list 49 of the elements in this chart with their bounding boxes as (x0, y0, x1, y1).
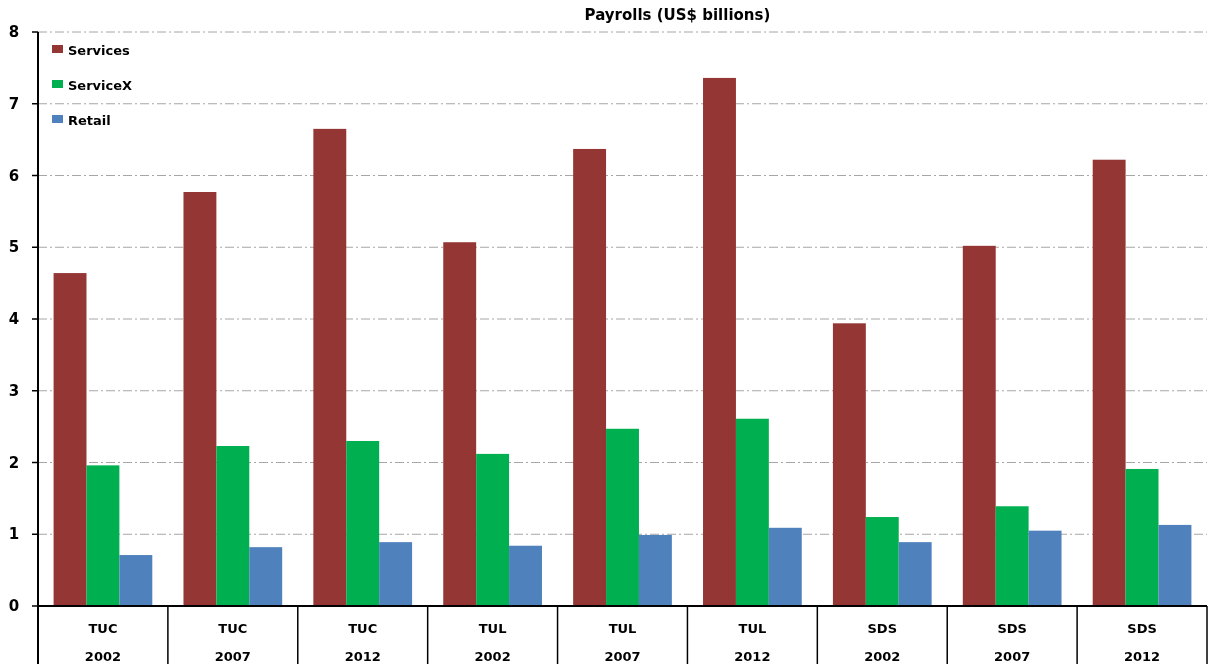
bar (86, 465, 120, 606)
y-tick-label: 7 (8, 94, 20, 113)
bar (606, 428, 639, 606)
x-tick-label: SDS 2007 (994, 621, 1031, 664)
x-tick-label: TUL 2012 (734, 621, 771, 664)
bar (1125, 468, 1159, 606)
x-tick-label: SDS 2002 (864, 621, 901, 664)
bar (476, 453, 510, 606)
x-tick-label: TUC 2007 (214, 621, 251, 664)
bar (1092, 159, 1126, 606)
bar (443, 242, 477, 606)
bar (249, 547, 283, 606)
bar (962, 245, 996, 606)
y-tick-label: 8 (8, 23, 20, 41)
bar (735, 418, 769, 606)
y-tick-label: 5 (8, 238, 20, 257)
bar (346, 440, 380, 606)
bar (995, 506, 1029, 606)
y-tick-label: 6 (8, 166, 20, 185)
y-tick-label: 1 (8, 525, 20, 544)
legend-label: Retail (68, 112, 111, 128)
bar (768, 527, 802, 606)
x-tick-label: TUC 2002 (84, 621, 122, 664)
bar (313, 128, 347, 606)
bar (379, 542, 413, 606)
chart-title: Payrolls (US$ billions) (584, 6, 771, 24)
y-tick-label: 2 (8, 453, 20, 472)
bar (1028, 530, 1062, 606)
legend-label: Services (68, 42, 131, 58)
bar (573, 148, 607, 606)
bar (703, 77, 736, 606)
bar (832, 323, 866, 606)
bar (183, 192, 217, 606)
y-tick-label: 0 (8, 597, 20, 615)
bar (1158, 524, 1192, 606)
bar (53, 273, 87, 606)
x-tick-label: SDS 2012 (1123, 621, 1161, 664)
bar (509, 545, 542, 606)
y-tick-label: 3 (8, 381, 20, 400)
x-tick-label: TUC 2012 (344, 621, 381, 664)
bar (638, 534, 672, 606)
bar (119, 555, 153, 606)
bar (216, 446, 250, 606)
bar (898, 542, 932, 606)
y-tick-label: 4 (8, 310, 20, 328)
x-tick-label: TUL 2007 (604, 621, 641, 664)
x-tick-label: TUL 2002 (474, 621, 511, 664)
legend-label: ServiceX (68, 77, 133, 93)
bar (865, 517, 899, 606)
